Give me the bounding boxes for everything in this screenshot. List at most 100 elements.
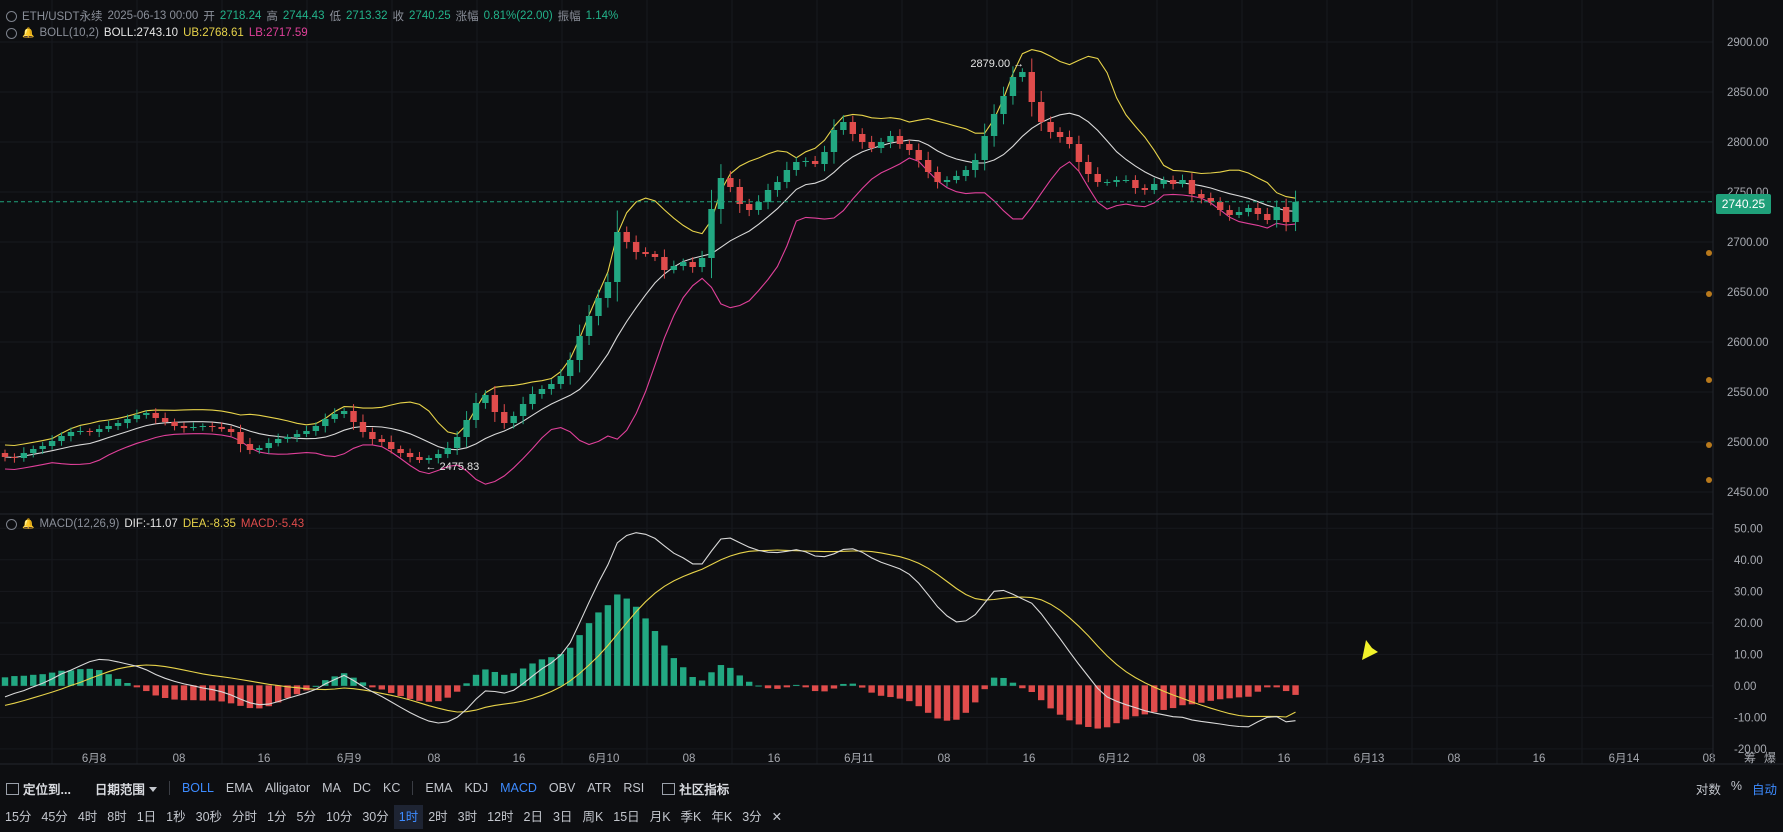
indicator-kc[interactable]: KC (382, 781, 401, 795)
locate-label: 定位到... (23, 782, 71, 797)
interval-8时[interactable]: 8时 (107, 810, 127, 824)
interval-1日[interactable]: 1日 (136, 810, 157, 824)
interval-1时[interactable]: 1时 (393, 805, 424, 829)
candle-down (388, 442, 395, 449)
macd-hist-down (896, 685, 904, 699)
macd-hist-down (811, 685, 819, 692)
candle-up (1113, 180, 1120, 182)
boll-mid: BOLL:2743.10 (103, 27, 179, 39)
macd-hist-down (934, 685, 941, 719)
bell-icon[interactable]: 🔔 (22, 518, 35, 530)
interval-周K[interactable]: 周K (582, 810, 604, 824)
candle-up (331, 414, 338, 419)
interval-3分[interactable]: 3分 (742, 810, 762, 824)
candle-down (350, 411, 357, 422)
macd-hist-down (1085, 685, 1092, 727)
candle-up (340, 411, 348, 414)
interval-1分[interactable]: 1分 (267, 810, 287, 824)
indicator-atr[interactable]: ATR (587, 781, 612, 795)
interval-15分[interactable]: 15分 (5, 810, 32, 824)
interval-5分[interactable]: 5分 (296, 810, 316, 824)
interval-30分[interactable]: 30分 (362, 810, 389, 824)
macd-hist-down (1207, 685, 1214, 701)
locate-button[interactable]: 定位到... (0, 779, 77, 798)
indicator-ema[interactable]: EMA (225, 781, 253, 795)
macd-hist-up (651, 631, 659, 686)
percent-scale-toggle[interactable]: % (1730, 778, 1742, 793)
visibility-icon[interactable] (6, 10, 17, 22)
visibility-icon[interactable] (6, 27, 17, 39)
close-icon[interactable]: ✕ (771, 810, 783, 824)
macd-hist-down (209, 685, 216, 701)
macd-hist-up (585, 623, 593, 686)
candle-up (793, 162, 800, 170)
macd-tick-label: 20.00 (1734, 618, 1763, 630)
indicator-toolbar: 定位到... 日期范围 BOLL EMA Alligator MA DC KC … (0, 776, 1783, 800)
auto-scale-toggle[interactable]: 自动 (1751, 782, 1777, 797)
change-label: 涨幅 (455, 11, 479, 23)
candle-down (161, 418, 169, 422)
interval-10分[interactable]: 10分 (325, 810, 353, 824)
edit-icon (662, 782, 676, 795)
community-indicators-button[interactable]: 社区指标 (656, 779, 735, 798)
candle-up (1179, 180, 1186, 184)
low-annotation: ← 2475.83 (425, 461, 479, 473)
boll-mid-line (4, 112, 1296, 459)
indicator-sub-ema[interactable]: EMA (425, 781, 453, 795)
time-tick-label: 08 (173, 753, 186, 765)
macd-hist-down (1169, 685, 1177, 709)
interval-2时[interactable]: 2时 (428, 810, 448, 824)
visibility-icon[interactable] (6, 518, 17, 530)
indicator-dc[interactable]: DC (352, 781, 371, 795)
interval-季K[interactable]: 季K (680, 810, 702, 824)
macd-hist-up (322, 680, 329, 686)
candle-up (519, 404, 527, 416)
legend-main: ETH/USDT永续 2025-06-13 00:00 开 2718.24 高 27… (6, 8, 618, 24)
interval-月K[interactable]: 月K (649, 810, 671, 824)
candle-up (717, 178, 725, 209)
indicator-obv[interactable]: OBV (548, 781, 576, 795)
interval-30秒[interactable]: 30秒 (195, 810, 223, 824)
indicator-ma[interactable]: MA (322, 781, 341, 795)
log-scale-toggle[interactable]: 对数 (1695, 782, 1721, 797)
candle-down (171, 422, 178, 426)
candle-up (1122, 180, 1130, 181)
macd-hist-up (105, 674, 112, 686)
indicator-kdj[interactable]: KDJ (464, 781, 489, 795)
time-axis: 6月8 08 16 6月9 08 16 6月10 08 16 6月11 08 16 6月12 08 16 6月… (82, 751, 1776, 765)
indicator-boll[interactable]: BOLL (181, 781, 214, 795)
candle-up (783, 170, 791, 182)
interval-15日[interactable]: 15日 (613, 810, 640, 824)
candle-down (491, 395, 499, 412)
bell-icon[interactable]: 🔔 (22, 27, 35, 39)
candle-down (152, 413, 159, 418)
price-marker-dot (1706, 250, 1712, 256)
date-range-button[interactable]: 日期范围 (89, 779, 163, 798)
interval-3时[interactable]: 3时 (457, 810, 478, 824)
macd-hist-down (180, 685, 188, 701)
interval-分时[interactable]: 分时 (232, 810, 258, 824)
candle-up (567, 360, 574, 376)
interval-12时[interactable]: 12时 (487, 810, 514, 824)
indicator-rsi[interactable]: RSI (623, 781, 645, 795)
candle-up (284, 437, 291, 439)
macd-hist-up (96, 670, 103, 686)
indicator-macd[interactable]: MACD (500, 781, 537, 795)
macd-hist-down (293, 685, 301, 695)
macd-hist-down (1292, 685, 1299, 695)
interval-年K[interactable]: 年K (711, 810, 733, 824)
scale-options: 对数 % 自动 (1696, 779, 1777, 798)
macd-panel (1, 532, 1299, 729)
interval-4时[interactable]: 4时 (77, 810, 98, 824)
interval-45分[interactable]: 45分 (41, 810, 68, 824)
candle-down (1226, 210, 1233, 215)
interval-3日[interactable]: 3日 (552, 810, 573, 824)
interval-1秒[interactable]: 1秒 (166, 810, 186, 824)
candle-down (11, 457, 18, 458)
interval-2日[interactable]: 2日 (523, 810, 543, 824)
price-tick-label: 2450.00 (1727, 487, 1769, 499)
macd-hist-up (510, 673, 517, 686)
indicator-alligator[interactable]: Alligator (265, 781, 311, 795)
candle-down (1085, 162, 1092, 174)
